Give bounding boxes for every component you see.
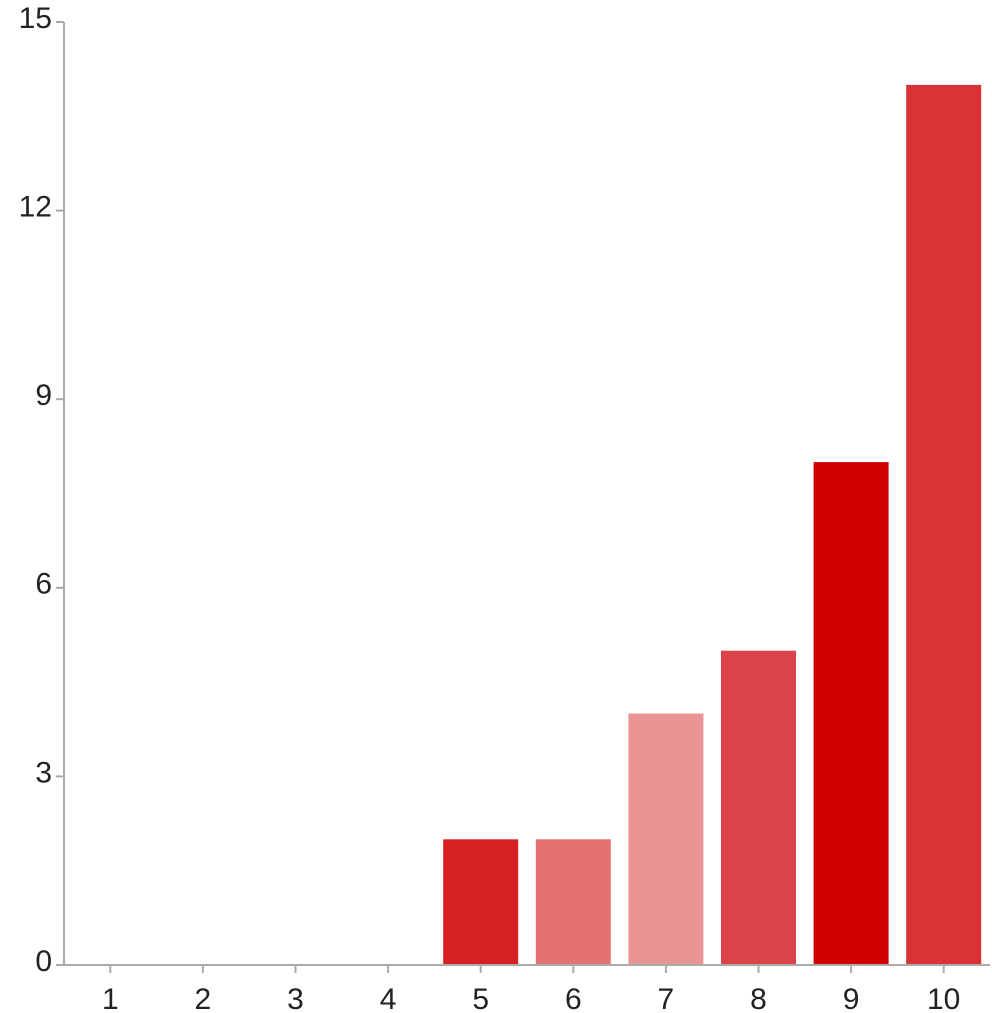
bars-group (443, 84, 982, 965)
y-tick-label-6: 6 (35, 568, 52, 601)
x-tick-label-1: 1 (102, 983, 119, 1013)
y-tick-label-12: 12 (19, 191, 52, 224)
y-tick-label-15: 15 (19, 2, 52, 35)
x-tick-label-4: 4 (380, 983, 397, 1013)
x-tick-label-7: 7 (658, 983, 675, 1013)
x-tick-label-3: 3 (287, 983, 304, 1013)
bar-8 (721, 650, 796, 965)
bar-5 (443, 839, 519, 965)
x-axis: 1 2 3 4 5 6 7 8 9 10 (64, 964, 990, 1013)
x-tick-label-2: 2 (195, 983, 212, 1013)
bar-7 (628, 713, 704, 965)
bar-6 (535, 839, 611, 965)
y-tick-label-9: 9 (35, 379, 52, 412)
bar-9 (813, 462, 889, 965)
x-tick-label-8: 8 (750, 983, 767, 1013)
x-tick-label-9: 9 (843, 983, 860, 1013)
x-tick-label-6: 6 (565, 983, 582, 1013)
x-tick-label-10: 10 (927, 983, 960, 1013)
y-tick-label-0: 0 (35, 945, 52, 978)
y-axis: 0 3 6 9 12 15 (19, 2, 65, 978)
y-tick-label-3: 3 (35, 756, 52, 789)
bar-10 (906, 84, 982, 965)
x-tick-label-5: 5 (472, 983, 489, 1013)
